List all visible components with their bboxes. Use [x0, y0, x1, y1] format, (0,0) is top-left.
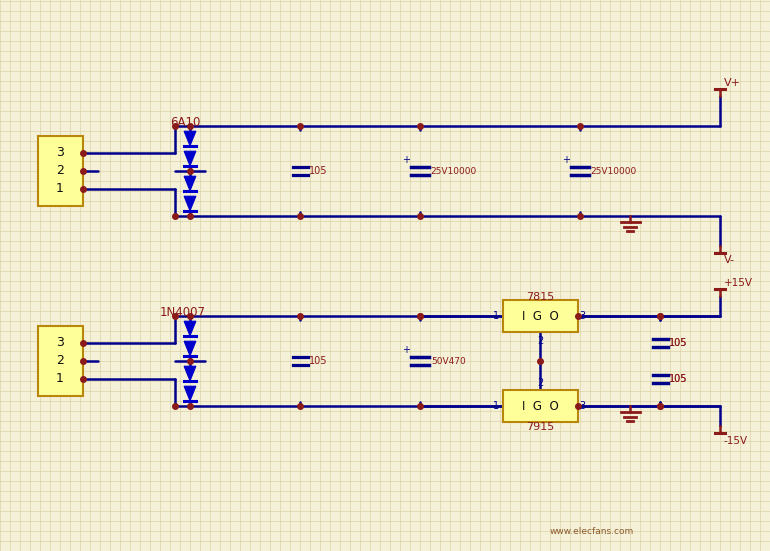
Text: 3: 3 [579, 311, 585, 321]
Text: 105: 105 [669, 374, 688, 384]
Text: V-: V- [724, 255, 735, 265]
FancyBboxPatch shape [503, 390, 578, 422]
Text: 105: 105 [310, 166, 328, 176]
Polygon shape [184, 131, 196, 146]
Text: 6A10: 6A10 [170, 116, 200, 128]
Text: 105: 105 [310, 356, 328, 366]
Text: 3: 3 [579, 401, 585, 411]
Polygon shape [184, 151, 196, 166]
Text: +15V: +15V [724, 278, 753, 288]
Text: 50V470: 50V470 [430, 356, 466, 365]
Text: 25V10000: 25V10000 [430, 166, 477, 176]
Text: 105: 105 [669, 338, 688, 348]
Polygon shape [184, 386, 196, 401]
Polygon shape [184, 366, 196, 381]
Text: 3: 3 [56, 147, 64, 159]
Text: 25V10000: 25V10000 [591, 166, 637, 176]
Text: +: + [402, 155, 410, 165]
Text: 2: 2 [537, 336, 543, 345]
Text: I  G  O: I G O [521, 310, 558, 322]
Text: 2: 2 [56, 165, 64, 177]
Text: +: + [402, 345, 410, 355]
FancyBboxPatch shape [38, 326, 82, 396]
Text: I  G  O: I G O [521, 399, 558, 413]
Text: 7915: 7915 [526, 422, 554, 432]
Text: 2: 2 [537, 379, 543, 388]
Text: 1: 1 [56, 182, 64, 196]
Text: -15V: -15V [724, 436, 748, 446]
Text: 1: 1 [494, 311, 500, 321]
Text: 1N4007: 1N4007 [160, 305, 206, 318]
Polygon shape [184, 196, 196, 211]
Polygon shape [184, 321, 196, 336]
Text: +: + [562, 155, 570, 165]
Text: 1: 1 [56, 372, 64, 386]
FancyBboxPatch shape [503, 300, 578, 332]
Text: V+: V+ [724, 78, 741, 88]
FancyBboxPatch shape [38, 136, 82, 206]
Text: 2: 2 [56, 354, 64, 368]
Text: 1: 1 [494, 401, 500, 411]
Text: 105: 105 [669, 374, 688, 384]
Text: 105: 105 [669, 338, 688, 348]
Polygon shape [184, 341, 196, 356]
Text: 3: 3 [56, 337, 64, 349]
Text: www.elecfans.com: www.elecfans.com [550, 527, 634, 536]
Text: 7815: 7815 [526, 291, 554, 301]
Polygon shape [184, 176, 196, 191]
